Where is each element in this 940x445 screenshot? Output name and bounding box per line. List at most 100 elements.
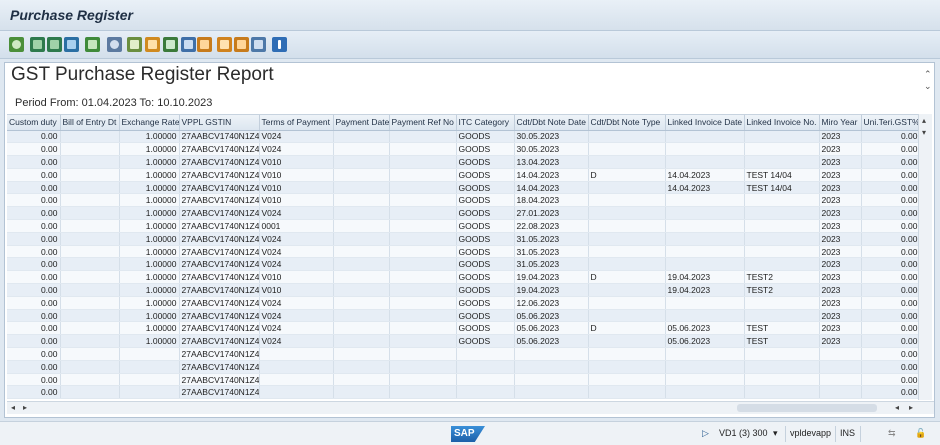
table-cell[interactable]: GOODS [456, 206, 515, 221]
table-cell[interactable]: V010 [259, 283, 334, 297]
column-header[interactable]: VPPL GSTIN [179, 115, 260, 131]
table-cell[interactable]: GOODS [456, 245, 515, 259]
table-cell[interactable] [333, 206, 390, 221]
table-cell[interactable]: 0.00 [7, 193, 61, 208]
table-cell[interactable]: 0.00 [861, 334, 920, 349]
table-cell[interactable]: 1.00000 [119, 181, 180, 195]
info-icon[interactable] [272, 37, 287, 52]
table-cell[interactable]: 27AABCV1740N1Z4 [179, 334, 260, 349]
table-cell[interactable] [744, 130, 820, 144]
table-cell[interactable] [389, 309, 457, 323]
table-cell[interactable] [389, 219, 457, 233]
table-cell[interactable]: TEST 14/04 [744, 168, 820, 182]
table-cell[interactable]: 19.04.2023 [665, 283, 745, 297]
table-cell[interactable] [744, 360, 820, 374]
table-cell[interactable]: 0.00 [861, 245, 920, 259]
change-layout-icon[interactable] [251, 37, 266, 52]
scroll-down-icon[interactable]: ⌄ [924, 81, 932, 91]
subtotal-icon[interactable] [107, 37, 122, 52]
table-cell[interactable] [333, 193, 390, 208]
scroll-thumb[interactable] [737, 404, 877, 412]
table-cell[interactable] [389, 193, 457, 208]
table-cell[interactable]: 1.00000 [119, 283, 180, 297]
table-cell[interactable]: 0.00 [861, 168, 920, 182]
table-cell[interactable] [744, 232, 820, 246]
table-cell[interactable]: 19.04.2023 [514, 283, 589, 297]
table-cell[interactable] [744, 219, 820, 233]
sort-ascending-icon[interactable] [30, 37, 45, 52]
table-cell[interactable] [389, 155, 457, 169]
table-row[interactable]: 0.00 1.00000 27AABCV1740N1Z4 V024 GOODS 30.05… [7, 130, 920, 144]
table-cell[interactable]: 18.04.2023 [514, 193, 589, 208]
table-cell[interactable] [456, 360, 515, 374]
table-cell[interactable] [665, 360, 745, 374]
table-cell[interactable]: 0.00 [861, 232, 920, 246]
table-cell[interactable]: 0.00 [861, 193, 920, 208]
table-cell[interactable]: 0.00 [861, 219, 920, 233]
table-cell[interactable]: V024 [259, 296, 334, 310]
table-cell[interactable]: 0.00 [7, 181, 61, 195]
table-cell[interactable]: 0.00 [861, 309, 920, 323]
table-cell[interactable] [60, 219, 120, 233]
scroll-left-end-icon[interactable]: ◂ [895, 403, 900, 412]
column-header[interactable]: Bill of Entry Dt [60, 115, 120, 131]
table-cell[interactable]: 2023 [819, 270, 862, 285]
table-cell[interactable]: 05.06.2023 [514, 309, 589, 323]
table-cell[interactable]: GOODS [456, 181, 515, 195]
table-cell[interactable]: 27AABCV1740N1Z4 [179, 360, 260, 374]
table-cell[interactable]: 1.00000 [119, 232, 180, 246]
table-cell[interactable]: 27AABCV1740N1Z4 [179, 347, 260, 361]
table-cell[interactable]: 0.00 [7, 373, 61, 387]
table-cell[interactable]: 27AABCV1740N1Z4 [179, 232, 260, 246]
table-cell[interactable]: 2023 [819, 334, 862, 349]
table-cell[interactable] [389, 296, 457, 310]
table-cell[interactable] [60, 360, 120, 374]
table-cell[interactable] [588, 334, 666, 349]
table-cell[interactable] [333, 385, 390, 400]
header-scrollbar[interactable]: ⌃ ⌄ [922, 63, 934, 111]
table-cell[interactable] [333, 155, 390, 169]
table-cell[interactable] [744, 206, 820, 221]
table-cell[interactable] [665, 155, 745, 169]
table-cell[interactable]: 27AABCV1740N1Z4 [179, 142, 260, 157]
table-cell[interactable]: 30.05.2023 [514, 130, 589, 144]
table-row[interactable]: 0.00 1.00000 27AABCV1740N1Z4 V024 GOODS 30.05… [7, 142, 920, 157]
table-row[interactable]: 0.00 1.00000 27AABCV1740N1Z4 V010 GOODS 19.04… [7, 270, 920, 285]
table-cell[interactable]: 31.05.2023 [514, 245, 589, 259]
table-cell[interactable]: GOODS [456, 130, 515, 144]
grid-horizontal-scrollbar[interactable]: ◂ ▸ ◂ ▸ [7, 401, 934, 414]
table-cell[interactable]: 2023 [819, 193, 862, 208]
column-header[interactable]: Cdt/Dbt Note Date [514, 115, 589, 131]
table-cell[interactable] [60, 232, 120, 246]
table-cell[interactable]: 1.00000 [119, 219, 180, 233]
table-cell[interactable]: 0.00 [7, 360, 61, 374]
table-cell[interactable]: 0.00 [861, 270, 920, 285]
table-cell[interactable] [60, 168, 120, 182]
table-row[interactable]: 0.00 1.00000 27AABCV1740N1Z4 V010 GOODS 18.04… [7, 193, 920, 208]
table-cell[interactable]: GOODS [456, 219, 515, 233]
table-cell[interactable] [259, 385, 334, 400]
table-cell[interactable]: V010 [259, 270, 334, 285]
table-cell[interactable] [665, 347, 745, 361]
table-cell[interactable]: V010 [259, 155, 334, 169]
table-cell[interactable] [333, 142, 390, 157]
table-cell[interactable] [456, 385, 515, 400]
table-cell[interactable]: V010 [259, 168, 334, 182]
table-cell[interactable] [819, 347, 862, 361]
table-cell[interactable]: GOODS [456, 334, 515, 349]
table-cell[interactable] [60, 309, 120, 323]
table-cell[interactable] [333, 168, 390, 182]
grid-vertical-scrollbar[interactable]: ▴ ▾ [918, 114, 932, 400]
table-cell[interactable]: 2023 [819, 155, 862, 169]
table-cell[interactable] [389, 385, 457, 400]
table-cell[interactable] [389, 347, 457, 361]
table-cell[interactable]: TEST 14/04 [744, 181, 820, 195]
table-cell[interactable]: 27AABCV1740N1Z4 [179, 219, 260, 233]
table-cell[interactable] [119, 360, 180, 374]
table-cell[interactable]: 27AABCV1740N1Z4 [179, 283, 260, 297]
table-cell[interactable] [665, 309, 745, 323]
table-cell[interactable] [60, 155, 120, 169]
table-row[interactable]: 0.00 1.00000 27AABCV1740N1Z4 V024 GOODS 05.06… [7, 321, 920, 336]
table-cell[interactable]: 0.00 [7, 155, 61, 169]
table-cell[interactable] [588, 232, 666, 246]
